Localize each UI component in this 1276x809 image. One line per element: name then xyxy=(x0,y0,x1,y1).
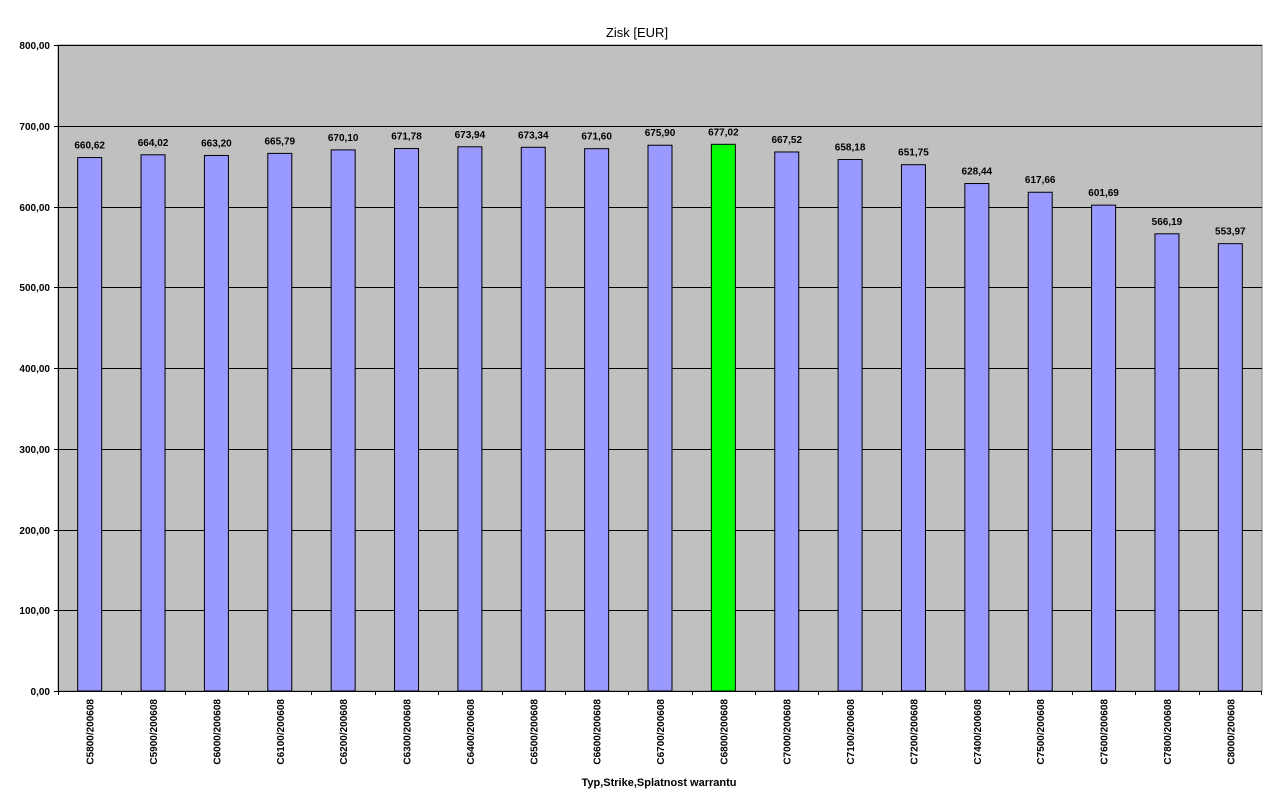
bar-C6000/200608 xyxy=(203,154,229,692)
y-tick-label: 0,00 xyxy=(31,687,51,698)
y-tick-label: 500,00 xyxy=(19,283,50,294)
data-label: 671,60 xyxy=(581,132,612,143)
y-tick-label: 800,00 xyxy=(19,41,50,52)
x-tick-label: C5800/200608 xyxy=(86,699,97,765)
x-tick-label: C6400/200608 xyxy=(466,699,477,765)
bar-C6100/200608 xyxy=(267,152,293,692)
bar-C7800/200608 xyxy=(1154,233,1180,692)
bar-C7600/200608 xyxy=(1091,204,1117,692)
data-label: 665,79 xyxy=(264,136,295,147)
bars: 660,62 664,02 663,20 665,79 670,10 671,78 673,… xyxy=(74,127,1246,692)
data-label: 651,75 xyxy=(898,148,929,159)
bar-C6300/200608 xyxy=(394,148,420,692)
x-tick-label: C7800/200608 xyxy=(1163,699,1174,765)
x-tick-label: C7500/200608 xyxy=(1036,699,1047,765)
y-tick-label: 400,00 xyxy=(19,364,50,375)
bar-C6800/200608 xyxy=(710,143,736,692)
data-label: 660,62 xyxy=(74,141,105,152)
bar-C6700/200608 xyxy=(647,144,673,692)
data-label: 675,90 xyxy=(645,128,676,139)
data-label: 664,02 xyxy=(138,138,169,149)
chart-title: Zisk [EUR] xyxy=(606,25,668,40)
x-tick-label: C6100/200608 xyxy=(276,699,287,765)
x-tick-label: C6600/200608 xyxy=(593,699,604,765)
data-label: 670,10 xyxy=(328,133,359,144)
data-label: 671,78 xyxy=(391,132,422,143)
bar-C5800/200608 xyxy=(77,157,103,692)
data-label: 658,18 xyxy=(835,143,866,154)
x-tick-label: C7600/200608 xyxy=(1100,699,1111,765)
x-tick-label: C6800/200608 xyxy=(719,699,730,765)
x-tick-label: C6200/200608 xyxy=(339,699,350,765)
bar-C7500/200608 xyxy=(1027,191,1053,692)
x-tick-label: C6000/200608 xyxy=(212,699,223,765)
x-tick-label: C6700/200608 xyxy=(656,699,667,765)
data-label: 566,19 xyxy=(1152,217,1183,228)
bar-C6600/200608 xyxy=(584,148,610,692)
x-tick-label: C7200/200608 xyxy=(909,699,920,765)
x-tick-label: C5900/200608 xyxy=(149,699,160,765)
data-label: 617,66 xyxy=(1025,175,1056,186)
data-label: 673,94 xyxy=(455,130,486,141)
bar-C7400/200608 xyxy=(964,183,990,692)
data-label: 628,44 xyxy=(962,167,993,178)
bar-C6500/200608 xyxy=(520,146,546,692)
y-tick-label: 300,00 xyxy=(19,445,50,456)
data-label: 553,97 xyxy=(1215,227,1246,238)
bar-C5900/200608 xyxy=(140,154,166,692)
y-tick-label: 200,00 xyxy=(19,526,50,537)
x-tick-label: C7400/200608 xyxy=(973,699,984,765)
bar-C8000/200608 xyxy=(1217,243,1243,692)
data-label: 677,02 xyxy=(708,127,739,138)
bar-C6400/200608 xyxy=(457,146,483,692)
y-tick-label: 700,00 xyxy=(19,122,50,133)
x-axis: C5800/200608 C5900/200608 C6000/200608 C610… xyxy=(58,691,1262,765)
bar-C7000/200608 xyxy=(774,151,800,692)
x-tick-label: C6300/200608 xyxy=(403,699,414,765)
bar-C7200/200608 xyxy=(900,164,926,692)
bar-C7100/200608 xyxy=(837,159,863,692)
x-axis-label: Typ,Strike,Splatnost warrantu xyxy=(581,777,736,789)
data-label: 601,69 xyxy=(1088,188,1119,199)
data-label: 663,20 xyxy=(201,138,232,149)
x-tick-label: C7000/200608 xyxy=(783,699,794,765)
y-tick-label: 600,00 xyxy=(19,203,50,214)
y-axis: 0,00 100,00 200,00 300,00 400,00 500,00 600,00… xyxy=(19,41,59,698)
y-tick-label: 100,00 xyxy=(19,606,50,617)
x-tick-label: C6500/200608 xyxy=(529,699,540,765)
bar-C6200/200608 xyxy=(330,149,356,692)
x-tick-label: C7100/200608 xyxy=(846,699,857,765)
data-label: 667,52 xyxy=(771,135,802,146)
data-label: 673,34 xyxy=(518,130,549,141)
x-tick-label: C8000/200608 xyxy=(1226,699,1237,765)
